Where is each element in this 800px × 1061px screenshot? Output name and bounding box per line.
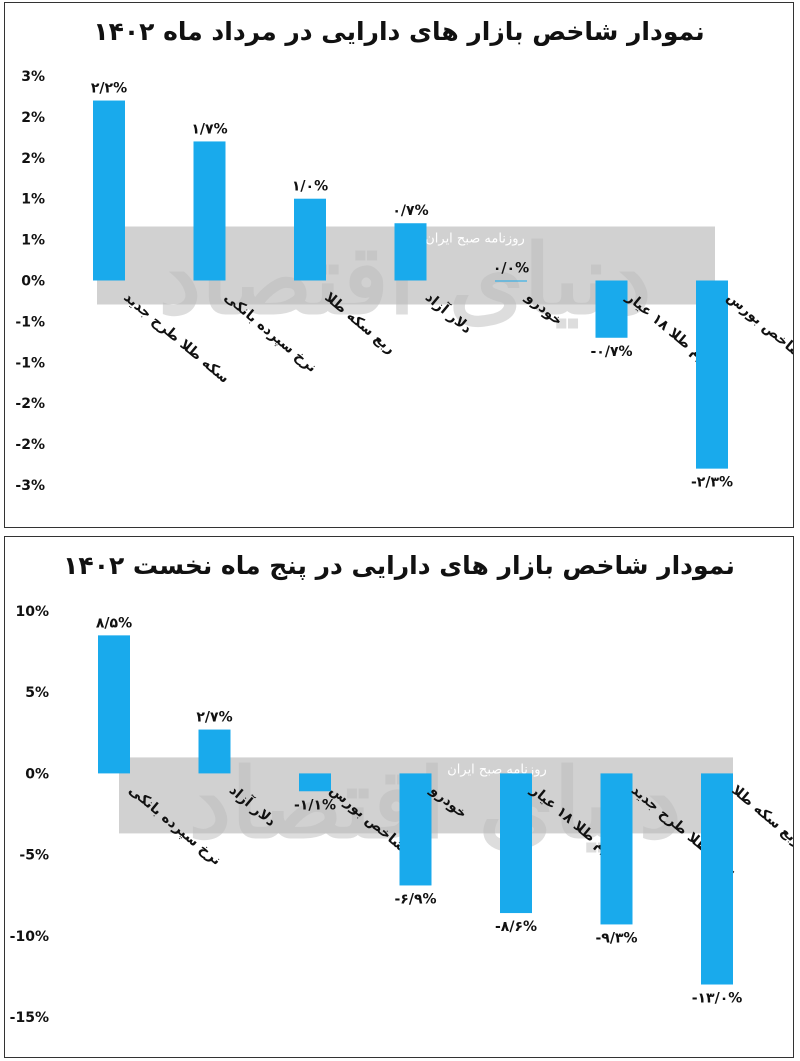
- bar: [299, 773, 331, 792]
- data-label: ۸/۵%: [96, 615, 132, 631]
- category-label: ربع سکه طلا: [728, 782, 793, 850]
- chart-panel-five-months: نمودار شاخص بازار های دارایی در پنج ماه …: [4, 536, 794, 1058]
- y-tick-label: 0%: [25, 766, 49, 782]
- data-label: ۰/۷%: [392, 203, 428, 219]
- data-label: -۱/۱%: [294, 797, 336, 813]
- bar: [701, 773, 733, 985]
- data-label: -۱۳/۰%: [692, 991, 743, 1007]
- data-label: ۰/۰%: [493, 261, 529, 277]
- bar-chart: دنیای اقتصاد روزنامه صبح ایران3%2%2%1%1%0…: [15, 69, 793, 494]
- y-tick-label: 5%: [25, 685, 49, 701]
- data-label: -۶/۹%: [394, 891, 436, 907]
- data-label: ۲/۲%: [91, 81, 127, 97]
- y-tick-label: -3%: [15, 478, 45, 494]
- bar: [696, 280, 728, 469]
- y-tick-label: -2%: [15, 396, 45, 412]
- bar: [394, 223, 427, 281]
- y-tick-label: 10%: [15, 604, 49, 620]
- data-label: -۹/۳%: [595, 930, 637, 946]
- y-tick-label: -1%: [15, 314, 45, 330]
- data-label: -۰/۷%: [590, 344, 632, 360]
- y-tick-label: -2%: [15, 437, 45, 453]
- y-tick-label: -1%: [15, 355, 45, 371]
- y-tick-label: -15%: [10, 1010, 49, 1026]
- y-tick-label: -10%: [10, 929, 49, 945]
- y-tick-label: 1%: [21, 233, 45, 249]
- bar: [198, 729, 231, 774]
- bar: [495, 280, 527, 282]
- chart-title: نمودار شاخص بازار های دارایی در پنج ماه …: [63, 551, 735, 580]
- y-tick-label: 3%: [21, 69, 45, 85]
- data-label: ۲/۷%: [196, 710, 232, 726]
- watermark-logo: دنیای اقتصاد: [188, 747, 681, 860]
- y-tick-label: 1%: [21, 192, 45, 208]
- bar: [500, 773, 532, 914]
- bar: [600, 773, 633, 925]
- y-tick-label: 2%: [21, 151, 45, 167]
- data-label: -۲/۳%: [691, 475, 733, 491]
- data-label: -۸/۶%: [495, 919, 537, 935]
- data-label: ۱/۰%: [292, 179, 328, 195]
- category-label: شاخص بورس: [723, 289, 793, 362]
- bar: [98, 635, 130, 774]
- data-label: ۱/۷%: [191, 121, 227, 137]
- watermark-tagline: روزنامه صبح ایران: [425, 232, 525, 247]
- bar: [294, 198, 326, 281]
- y-tick-label: -5%: [19, 848, 49, 864]
- chart-panel-august: نمودار شاخص بازار های دارایی در مرداد ما…: [4, 2, 794, 528]
- bar: [595, 280, 628, 338]
- bar: [93, 100, 125, 281]
- bar: [399, 773, 432, 886]
- y-tick-label: 0%: [21, 274, 45, 290]
- y-tick-label: 2%: [21, 110, 45, 126]
- chart-title: نمودار شاخص بازار های دارایی در مرداد ما…: [93, 17, 705, 46]
- bar: [193, 141, 226, 281]
